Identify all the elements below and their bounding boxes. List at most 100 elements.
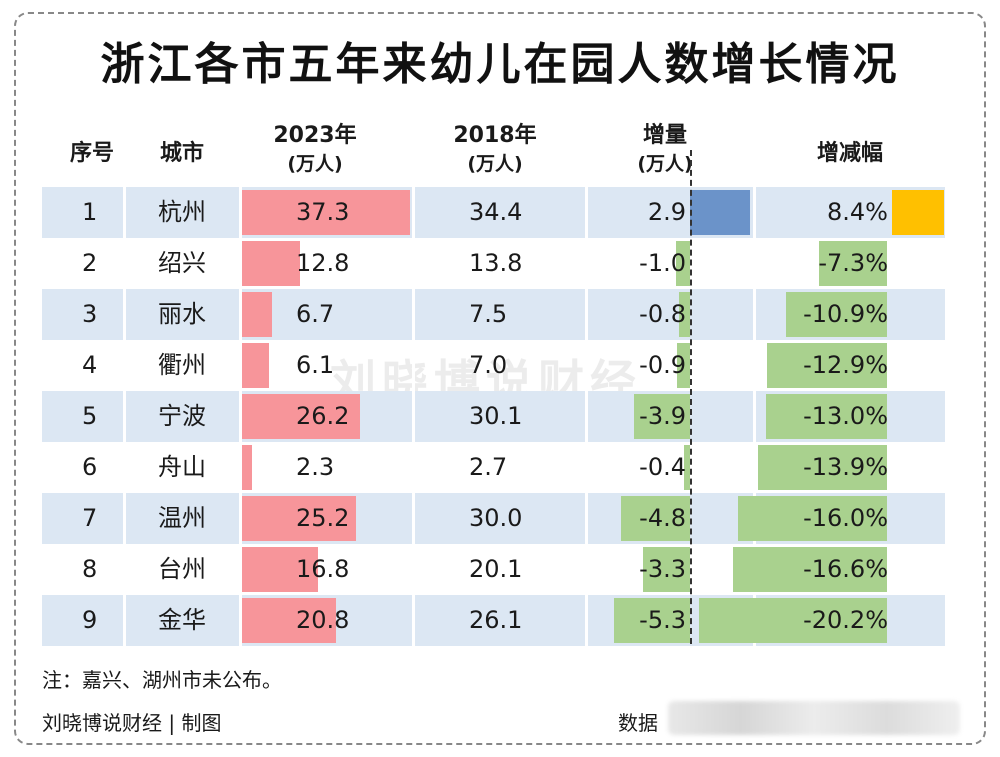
column-separator bbox=[412, 391, 415, 442]
column-separator bbox=[123, 289, 126, 340]
column-separator bbox=[585, 340, 588, 391]
bar-pct bbox=[699, 598, 887, 643]
header-2023-label: 2023年 bbox=[273, 123, 357, 148]
cell-2018: 26.1 bbox=[469, 606, 523, 634]
cell-2018: 2.7 bbox=[469, 453, 508, 481]
column-separator bbox=[412, 442, 415, 493]
cell-city: 衢州 bbox=[158, 351, 206, 379]
cell-2023: 25.2 bbox=[296, 504, 350, 532]
bar-pct bbox=[766, 394, 887, 439]
header-delta: 增量 (万人) bbox=[600, 122, 730, 178]
card-frame bbox=[14, 12, 986, 745]
cell-pct: -16.6% bbox=[803, 555, 888, 583]
column-separator bbox=[585, 238, 588, 289]
column-separator bbox=[123, 595, 126, 646]
cell-city: 舟山 bbox=[158, 453, 206, 481]
column-separator bbox=[123, 544, 126, 595]
bar-2023 bbox=[242, 598, 336, 643]
cell-index: 7 bbox=[82, 504, 98, 532]
column-separator bbox=[123, 442, 126, 493]
cell-2023: 6.1 bbox=[296, 351, 335, 379]
cell-2023: 6.7 bbox=[296, 300, 335, 328]
header-2018-unit: (万人) bbox=[467, 153, 523, 175]
column-separator bbox=[585, 493, 588, 544]
header-pct-label: 增减幅 bbox=[816, 141, 883, 166]
table-row: 2 绍兴 12.8 13.8 -1.0 -7.3% bbox=[42, 238, 945, 289]
column-separator bbox=[753, 340, 756, 391]
bar-2023 bbox=[242, 394, 360, 439]
column-separator bbox=[123, 493, 126, 544]
column-separator bbox=[239, 289, 242, 340]
cell-2023: 26.2 bbox=[296, 402, 350, 430]
header-pct: 增减幅 bbox=[790, 140, 910, 168]
cell-city: 宁波 bbox=[158, 402, 206, 430]
cell-delta: -1.0 bbox=[639, 249, 686, 277]
bar-pct bbox=[786, 292, 887, 337]
cell-2018: 34.4 bbox=[469, 198, 523, 226]
table-row: 5 宁波 26.2 30.1 -3.9 -13.0% bbox=[42, 391, 945, 442]
cell-delta: -3.9 bbox=[639, 402, 686, 430]
bar-pct bbox=[733, 547, 887, 592]
column-separator bbox=[585, 595, 588, 646]
cell-2023: 12.8 bbox=[296, 249, 350, 277]
column-separator bbox=[585, 187, 588, 238]
column-separator bbox=[239, 238, 242, 289]
bar-delta bbox=[677, 343, 690, 388]
column-separator bbox=[239, 595, 242, 646]
header-2023-unit: (万人) bbox=[287, 153, 343, 175]
column-separator bbox=[585, 391, 588, 442]
bar-delta bbox=[684, 445, 690, 490]
cell-city: 丽水 bbox=[158, 300, 206, 328]
chart-title: 浙江各市五年来幼儿在园人数增长情况 bbox=[100, 39, 900, 90]
column-separator bbox=[412, 493, 415, 544]
bar-delta bbox=[643, 547, 690, 592]
column-separator bbox=[239, 187, 242, 238]
column-separator bbox=[412, 289, 415, 340]
table-row: 1 杭州 37.3 34.4 2.9 8.4% bbox=[42, 187, 945, 238]
bar-2023 bbox=[242, 292, 272, 337]
cell-index: 8 bbox=[82, 555, 98, 583]
column-separator bbox=[412, 238, 415, 289]
zero-axis-divider bbox=[690, 150, 692, 644]
cell-index: 6 bbox=[82, 453, 98, 481]
bar-2023 bbox=[242, 190, 410, 235]
cell-pct: -10.9% bbox=[803, 300, 888, 328]
cell-2023: 37.3 bbox=[296, 198, 350, 226]
column-separator bbox=[239, 340, 242, 391]
header-index-label: 序号 bbox=[69, 141, 114, 166]
cell-pct: 8.4% bbox=[827, 198, 888, 226]
bar-pct bbox=[892, 190, 944, 235]
cell-index: 9 bbox=[82, 606, 98, 634]
bar-2023 bbox=[242, 445, 252, 490]
cell-index: 2 bbox=[82, 249, 98, 277]
cell-city: 绍兴 bbox=[158, 249, 206, 277]
header-index: 序号 bbox=[52, 140, 132, 168]
table-row: 3 丽水 6.7 7.5 -0.8 -10.9% bbox=[42, 289, 945, 340]
cell-pct: -12.9% bbox=[803, 351, 888, 379]
cell-pct: -7.3% bbox=[818, 249, 888, 277]
column-separator bbox=[753, 391, 756, 442]
column-separator bbox=[412, 340, 415, 391]
cell-2018: 13.8 bbox=[469, 249, 523, 277]
header-city-label: 城市 bbox=[159, 141, 204, 166]
cell-index: 5 bbox=[82, 402, 98, 430]
bar-2023 bbox=[242, 241, 300, 286]
column-separator bbox=[239, 493, 242, 544]
cell-index: 1 bbox=[82, 198, 98, 226]
bar-pct bbox=[819, 241, 887, 286]
cell-pct: -20.2% bbox=[803, 606, 888, 634]
cell-delta: -0.9 bbox=[639, 351, 686, 379]
cell-delta: -5.3 bbox=[639, 606, 686, 634]
cell-2023: 2.3 bbox=[296, 453, 335, 481]
column-separator bbox=[239, 391, 242, 442]
cell-2018: 7.0 bbox=[469, 351, 508, 379]
header-2023: 2023年 (万人) bbox=[250, 122, 380, 178]
cell-2018: 30.0 bbox=[469, 504, 523, 532]
cell-delta: -0.8 bbox=[639, 300, 686, 328]
table-row: 8 台州 16.8 20.1 -3.3 -16.6% bbox=[42, 544, 945, 595]
column-separator bbox=[123, 391, 126, 442]
column-separator bbox=[123, 238, 126, 289]
column-separator bbox=[123, 340, 126, 391]
bar-pct bbox=[758, 445, 887, 490]
header-delta-unit: (万人) bbox=[637, 153, 693, 175]
